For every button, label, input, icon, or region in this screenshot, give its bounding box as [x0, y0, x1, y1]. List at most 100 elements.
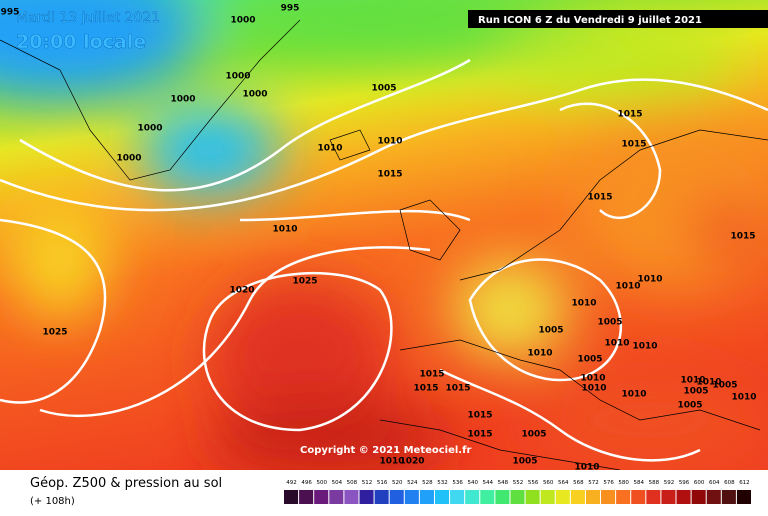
isobar-label: 1015: [445, 384, 470, 394]
scale-tick-label: 516: [377, 480, 388, 486]
scale-swatch: [510, 490, 525, 504]
isobar-label: 1015: [621, 140, 646, 150]
scale-swatch: [314, 490, 329, 504]
isobar-label: 1010: [615, 282, 640, 292]
scale-swatch: [661, 490, 676, 504]
scale-tick-label: 572: [588, 480, 599, 486]
scale-tick-label: 604: [709, 480, 720, 486]
scale-swatch: [676, 490, 691, 504]
scale-swatch: [465, 490, 480, 504]
isobar-label: 1005: [597, 318, 622, 328]
scale-tick-label: 492: [286, 480, 297, 486]
isobar-label: 1000: [137, 124, 162, 134]
run-label: Run ICON 6 Z du Vendredi 9 juillet 2021: [478, 15, 702, 26]
map: Mardi 13 juillet 2021 20:00 locale Run I…: [0, 0, 768, 473]
isobar-label: 1005: [677, 401, 702, 411]
scale-tick-label: 528: [422, 480, 433, 486]
scale-tick-label: 568: [573, 480, 584, 486]
isobar-label: 1005: [512, 457, 537, 467]
isobar-label: 1000: [230, 16, 255, 26]
scale-tick-label: 508: [347, 480, 358, 486]
scale-swatch: [495, 490, 510, 504]
isobar-label: 1005: [577, 355, 602, 365]
scale-swatch: [616, 490, 631, 504]
isobar-label: 1005: [538, 326, 563, 336]
scale-tick-label: 576: [603, 480, 614, 486]
scale-swatch: [585, 490, 601, 504]
color-scale: 492 496 500 504 508 512 516 520 524 528 532 536 540 5…: [284, 480, 751, 504]
scale-swatch: [601, 490, 616, 504]
scale-tick-label: 608: [724, 480, 735, 486]
scale-tick-label: 552: [513, 480, 524, 486]
scale-swatch: [419, 490, 434, 504]
scale-tick-label: 544: [483, 480, 494, 486]
scale-tick-label: 596: [679, 480, 690, 486]
scale-tick-label: 504: [332, 480, 343, 486]
isobar-label: 1015: [467, 430, 492, 440]
scale-swatch: [525, 490, 540, 504]
footer-subtitle: (+ 108h): [30, 496, 75, 507]
scale-swatch: [706, 490, 721, 504]
scale-tick-label: 564: [558, 480, 569, 486]
isobar-label: 995: [1, 8, 20, 18]
scale-tick-label: 496: [301, 480, 312, 486]
isobar-label: 1000: [225, 72, 250, 82]
isobar-label: 1010: [317, 144, 342, 154]
scale-tick-label: 512: [362, 480, 373, 486]
scale-tick-label: 584: [634, 480, 645, 486]
scale-tick-label: 600: [694, 480, 705, 486]
isobar-label: 1010: [632, 342, 657, 352]
isobar-label: 1015: [587, 193, 612, 203]
scale-swatch: [450, 490, 465, 504]
isobar-label: 1010: [571, 299, 596, 309]
isobar-label: 1015: [730, 232, 755, 242]
scale-swatch: [359, 490, 374, 504]
isobar-label: 1005: [521, 430, 546, 440]
scale-swatch: [646, 490, 661, 504]
scale-tick-label: 556: [528, 480, 539, 486]
isobar-label: 1010: [574, 463, 599, 473]
isobar-label: 1010: [377, 137, 402, 147]
isobar-label: 1015: [419, 370, 444, 380]
isobar-label: 1020: [399, 457, 424, 467]
scale-swatch: [389, 490, 404, 504]
scale-swatch: [555, 490, 570, 504]
isobar-label: 1025: [42, 328, 67, 338]
isobar-label: 1010: [272, 225, 297, 235]
scale-tick-label: 588: [649, 480, 660, 486]
scale-swatch: [434, 490, 450, 504]
footer-title: Géop. Z500 & pression au sol: [30, 476, 222, 491]
isobar-label: 1015: [413, 384, 438, 394]
scale-swatch: [540, 490, 555, 504]
isobar-label: 1010: [379, 457, 404, 467]
scale-swatch: [570, 490, 585, 504]
scale-swatch: [374, 490, 389, 504]
run-box: [468, 10, 768, 28]
isobar-label: 1000: [116, 154, 141, 164]
isobar-label: 1015: [617, 110, 642, 120]
isobar-label: 995: [281, 4, 300, 14]
isobar-label: 1010: [680, 376, 705, 386]
isobar-label: 1010: [580, 374, 605, 384]
scale-tick-label: 500: [316, 480, 327, 486]
scale-tick-label: 560: [543, 480, 554, 486]
scale-swatch: [721, 490, 736, 504]
isobar-label: 1020: [229, 286, 254, 296]
scale-tick-label: 540: [467, 480, 478, 486]
isobar-label: 1010: [696, 378, 721, 388]
isobar-label: 1015: [377, 170, 402, 180]
scale-tick-label: 548: [498, 480, 509, 486]
scale-tick-label: 532: [437, 480, 448, 486]
isobar-label: 1010: [527, 349, 552, 359]
isobar-label: 1005: [371, 84, 396, 94]
scale-tick-label: 524: [407, 480, 418, 486]
isobar-label: 1000: [242, 90, 267, 100]
scale-tick-label: 592: [664, 480, 675, 486]
scale-tick-label: 580: [618, 480, 629, 486]
isobar-label: 1010: [731, 393, 756, 403]
isobar-label: 1010: [637, 275, 662, 285]
scale-swatch: [736, 490, 751, 504]
scale-swatch: [404, 490, 419, 504]
scale-swatch: [299, 490, 314, 504]
